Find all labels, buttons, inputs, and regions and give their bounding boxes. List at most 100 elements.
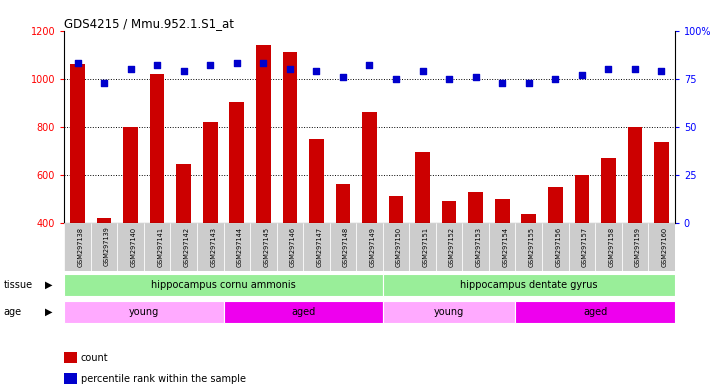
Point: [125, 66, 136, 72]
Text: GSM297142: GSM297142: [183, 227, 190, 266]
Bar: [548, 187, 563, 319]
Point: [523, 79, 535, 86]
Bar: [309, 139, 323, 319]
Text: GSM297150: GSM297150: [396, 227, 402, 266]
Point: [470, 74, 481, 80]
Point: [443, 76, 455, 82]
Point: [72, 60, 84, 66]
Bar: [463, 223, 489, 271]
Point: [629, 66, 640, 72]
Bar: [64, 274, 383, 296]
Bar: [622, 223, 648, 271]
Bar: [416, 152, 430, 319]
Text: ▶: ▶: [45, 280, 52, 290]
Text: GSM297157: GSM297157: [582, 227, 588, 266]
Bar: [516, 301, 675, 323]
Text: GSM297143: GSM297143: [210, 227, 216, 266]
Text: age: age: [4, 307, 21, 317]
Bar: [336, 184, 351, 319]
Bar: [144, 223, 171, 271]
Text: hippocampus cornu ammonis: hippocampus cornu ammonis: [151, 280, 296, 290]
Text: GSM297149: GSM297149: [370, 227, 376, 266]
Point: [178, 68, 189, 74]
Bar: [601, 158, 615, 319]
Bar: [223, 223, 250, 271]
Bar: [150, 74, 164, 319]
Bar: [97, 218, 111, 319]
Point: [603, 66, 614, 72]
Bar: [542, 223, 568, 271]
Text: GSM297144: GSM297144: [237, 227, 243, 266]
Bar: [303, 223, 330, 271]
Bar: [356, 223, 383, 271]
Text: GSM297141: GSM297141: [157, 227, 164, 266]
Point: [576, 72, 588, 78]
Bar: [124, 127, 138, 319]
Bar: [516, 223, 542, 271]
Text: GSM297151: GSM297151: [423, 227, 428, 266]
Point: [284, 66, 296, 72]
Text: GSM297145: GSM297145: [263, 227, 269, 266]
Text: GSM297159: GSM297159: [635, 227, 641, 266]
Text: GSM297140: GSM297140: [131, 227, 136, 266]
Text: ▶: ▶: [45, 307, 52, 317]
Bar: [568, 223, 595, 271]
Point: [417, 68, 428, 74]
Text: GSM297158: GSM297158: [608, 227, 614, 266]
Text: GSM297146: GSM297146: [290, 227, 296, 266]
Text: percentile rank within the sample: percentile rank within the sample: [81, 374, 246, 384]
Text: GSM297160: GSM297160: [661, 227, 668, 266]
Bar: [595, 223, 622, 271]
Bar: [521, 214, 536, 319]
Point: [151, 62, 163, 68]
Bar: [654, 142, 669, 319]
Point: [391, 76, 402, 82]
Text: GSM297155: GSM297155: [529, 227, 535, 266]
Text: aged: aged: [583, 307, 607, 317]
Bar: [203, 122, 218, 319]
Text: count: count: [81, 353, 109, 362]
Bar: [276, 223, 303, 271]
Bar: [70, 65, 85, 319]
Bar: [256, 45, 271, 319]
Bar: [171, 223, 197, 271]
Text: young: young: [434, 307, 464, 317]
Bar: [495, 199, 510, 319]
Text: GSM297154: GSM297154: [502, 227, 508, 266]
Text: aged: aged: [291, 307, 316, 317]
Bar: [409, 223, 436, 271]
Text: GSM297147: GSM297147: [316, 227, 323, 266]
Point: [258, 60, 269, 66]
Point: [337, 74, 348, 80]
Bar: [628, 127, 642, 319]
Point: [231, 60, 243, 66]
Point: [363, 62, 376, 68]
Bar: [64, 301, 223, 323]
Bar: [436, 223, 463, 271]
Bar: [223, 301, 383, 323]
Bar: [176, 164, 191, 319]
Text: GDS4215 / Mmu.952.1.S1_at: GDS4215 / Mmu.952.1.S1_at: [64, 17, 234, 30]
Bar: [383, 301, 516, 323]
Text: GSM297138: GSM297138: [78, 227, 84, 266]
Bar: [197, 223, 223, 271]
Bar: [229, 101, 244, 319]
Point: [204, 62, 216, 68]
Text: GSM297139: GSM297139: [104, 227, 110, 266]
Text: hippocampus dentate gyrus: hippocampus dentate gyrus: [460, 280, 598, 290]
Point: [550, 76, 561, 82]
Bar: [388, 196, 403, 319]
Bar: [250, 223, 276, 271]
Bar: [468, 192, 483, 319]
Bar: [64, 223, 91, 271]
Text: GSM297153: GSM297153: [476, 227, 482, 266]
Bar: [330, 223, 356, 271]
Bar: [383, 274, 675, 296]
Text: GSM297156: GSM297156: [555, 227, 561, 266]
Bar: [489, 223, 516, 271]
Bar: [383, 223, 409, 271]
Text: GSM297152: GSM297152: [449, 227, 455, 266]
Bar: [91, 223, 117, 271]
Text: young: young: [129, 307, 159, 317]
Bar: [575, 175, 589, 319]
